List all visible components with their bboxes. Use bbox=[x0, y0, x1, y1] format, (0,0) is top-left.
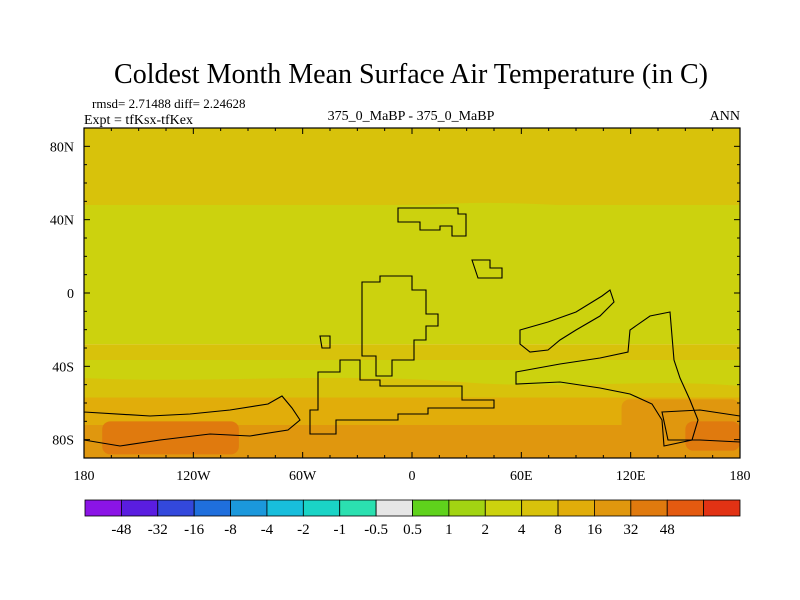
y-tick-label: 0 bbox=[67, 287, 74, 302]
colorbar-label: 48 bbox=[660, 522, 675, 538]
y-tick-label: 40N bbox=[50, 214, 74, 229]
colorbar-label: -16 bbox=[184, 522, 204, 538]
colorbar-swatch-4 bbox=[230, 499, 268, 517]
field-wave-south bbox=[84, 360, 740, 386]
colorbar: -48 -32 -16 -8 -4 -2 -1 -0.5 0.5 1 2 4 8 16 32 48 bbox=[84, 499, 741, 538]
land-contour-1 bbox=[361, 275, 439, 377]
colorbar-swatch-10 bbox=[448, 499, 486, 517]
colorbar-label: -4 bbox=[261, 522, 274, 538]
chart-title: Coldest Month Mean Surface Air Temperatu… bbox=[114, 59, 708, 90]
colorbar-label: -8 bbox=[224, 522, 237, 538]
colorbar-label: -32 bbox=[148, 522, 168, 538]
y-tick-label: 80N bbox=[50, 140, 74, 155]
land-contour-6 bbox=[471, 259, 503, 279]
colorbar-label: 4 bbox=[518, 522, 526, 538]
colorbar-label: -48 bbox=[111, 522, 131, 538]
field-band-0 bbox=[84, 128, 740, 205]
colorbar-label: -1 bbox=[333, 522, 346, 538]
season-label: ANN bbox=[710, 109, 740, 124]
stats-line: rmsd= 2.71488 diff= 2.24628 bbox=[92, 96, 245, 111]
colorbar-swatch-11 bbox=[484, 499, 523, 517]
x-tick-label: 60W bbox=[289, 469, 317, 484]
x-axis: 180 120W 60W 0 60E 120E 180 bbox=[74, 128, 751, 484]
land-contour-0 bbox=[397, 207, 467, 237]
colorbar-swatch-5 bbox=[266, 499, 304, 517]
colorbar-swatch-16 bbox=[666, 499, 705, 517]
colorbar-swatch-3 bbox=[193, 499, 231, 517]
land-contour-5 bbox=[84, 395, 301, 447]
colorbar-label: 8 bbox=[554, 522, 562, 538]
colorbar-label: 16 bbox=[587, 522, 603, 538]
x-tick-label: 0 bbox=[409, 469, 416, 484]
land-contour-2 bbox=[309, 359, 495, 435]
colorbar-swatch-0 bbox=[84, 499, 122, 517]
colorbar-label: 2 bbox=[482, 522, 490, 538]
colorbar-label: 0.5 bbox=[403, 522, 422, 538]
land-contours bbox=[84, 207, 740, 447]
colorbar-swatch-8 bbox=[375, 499, 413, 517]
land-contour-8 bbox=[661, 409, 740, 443]
colorbar-label: -2 bbox=[297, 522, 310, 538]
chart-subtitle: 375_0_MaBP - 375_0_MaBP bbox=[328, 109, 495, 124]
plot-area: 180 120W 60W 0 60E 120E 180 80N 40N 0 40S 80S bbox=[50, 127, 751, 484]
field-wave-north bbox=[84, 202, 740, 230]
colorbar-swatch-12 bbox=[521, 499, 559, 517]
colorbar-swatch-17 bbox=[703, 499, 741, 517]
colorbar-swatch-14 bbox=[594, 499, 632, 517]
x-tick-label: 180 bbox=[730, 469, 751, 484]
colorbar-swatch-1 bbox=[120, 499, 159, 517]
colorbar-label: -0.5 bbox=[364, 522, 388, 538]
temperature-field bbox=[84, 128, 740, 458]
colorbar-swatch-9 bbox=[412, 499, 450, 517]
x-tick-label: 120W bbox=[176, 469, 211, 484]
colorbar-label: 1 bbox=[445, 522, 453, 538]
colorbar-label: 32 bbox=[623, 522, 638, 538]
colorbar-swatch-2 bbox=[157, 499, 195, 517]
y-tick-label: 80S bbox=[52, 434, 74, 449]
x-tick-label: 60E bbox=[510, 469, 533, 484]
colorbar-swatch-15 bbox=[630, 499, 668, 517]
land-contour-3 bbox=[519, 289, 615, 353]
colorbar-swatch-7 bbox=[339, 499, 377, 517]
y-tick-label: 40S bbox=[52, 360, 74, 375]
colorbar-swatch-13 bbox=[557, 499, 595, 517]
colorbar-swatch-6 bbox=[302, 499, 341, 517]
field-patch-0 bbox=[102, 421, 239, 455]
y-axis: 80N 40N 0 40S 80S bbox=[50, 140, 740, 449]
x-tick-label: 180 bbox=[74, 469, 95, 484]
x-tick-label: 120E bbox=[616, 469, 646, 484]
field-patch-2 bbox=[685, 421, 740, 451]
expt-label: Expt = tfKsx-tfKex bbox=[84, 113, 193, 128]
land-contour-7 bbox=[319, 335, 331, 349]
